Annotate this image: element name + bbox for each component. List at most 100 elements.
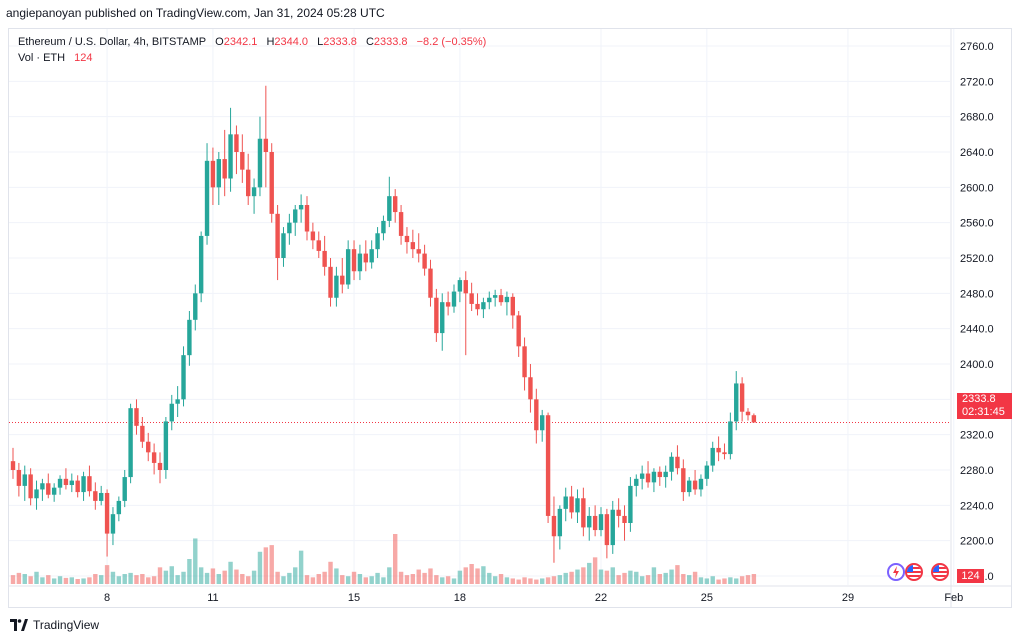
- legend-volume-label[interactable]: Vol · ETH: [18, 52, 66, 64]
- volume-bar: [75, 579, 80, 584]
- candle-body: [581, 498, 586, 528]
- volume-bar: [440, 577, 445, 584]
- volume-bar: [293, 567, 298, 584]
- y-tick-label: 2320.0: [960, 430, 994, 442]
- candle-body: [287, 222, 292, 234]
- volume-bar: [193, 538, 198, 584]
- volume-bar: [651, 567, 657, 584]
- candle-body: [610, 509, 615, 546]
- y-tick-label: 2200.0: [960, 536, 994, 548]
- legend-symbol[interactable]: Ethereum / U.S. Dollar, 4h, BITSTAMP: [18, 36, 207, 48]
- volume-bar: [657, 574, 662, 584]
- y-tick-label: 2280.0: [960, 465, 994, 477]
- candle-body: [657, 471, 662, 478]
- volume-bar: [146, 577, 151, 584]
- volume-bar: [357, 574, 363, 584]
- legend-low-label: L: [317, 36, 324, 48]
- candle-body: [151, 452, 157, 463]
- volume-bar: [16, 572, 22, 584]
- volume-bar: [751, 574, 757, 584]
- volume-bar: [22, 574, 27, 584]
- candle-body: [745, 411, 751, 416]
- candle-body: [281, 233, 286, 258]
- candle-body: [69, 480, 74, 486]
- volume-bar: [598, 569, 604, 584]
- candle-body: [222, 159, 227, 179]
- volume-bar: [310, 577, 316, 584]
- volume-bar: [204, 572, 210, 584]
- volume-bar: [116, 576, 122, 584]
- candle-body: [146, 441, 151, 453]
- candle-body: [322, 250, 327, 267]
- candle-body: [457, 280, 463, 292]
- candle-body: [551, 515, 557, 537]
- candle-body: [628, 485, 633, 523]
- candle-body: [122, 477, 127, 501]
- candle-body: [722, 452, 727, 455]
- candle-body: [616, 509, 621, 516]
- chart-legend: Ethereum / U.S. Dollar, 4h, BITSTAMP O 23…: [18, 34, 486, 66]
- candle-body: [692, 480, 698, 490]
- candle-body: [669, 456, 674, 472]
- candle-body: [298, 205, 304, 210]
- y-tick-label: 2760.0: [960, 41, 994, 53]
- y-tick-label: 2680.0: [960, 112, 994, 124]
- candle-body: [316, 240, 321, 251]
- volume-bar: [422, 572, 427, 584]
- candle-body: [246, 169, 251, 197]
- volume-bar: [134, 575, 139, 584]
- candle-body: [269, 152, 274, 214]
- volume-bar: [628, 570, 633, 584]
- legend-high-value: 2344.0: [274, 36, 309, 48]
- candle-body: [698, 478, 704, 490]
- candle-body: [187, 319, 192, 356]
- candle-body: [275, 213, 280, 258]
- us-flag-event-icon[interactable]: [931, 563, 949, 581]
- candle-body: [540, 415, 545, 431]
- volume-bar: [669, 569, 674, 584]
- volume-bar: [34, 571, 39, 584]
- candle-body: [639, 473, 645, 479]
- volume-bar: [81, 578, 86, 584]
- tradingview-brand[interactable]: TradingView: [10, 618, 99, 632]
- volume-bar: [545, 577, 551, 584]
- candle-body: [675, 456, 680, 469]
- us-flag-event-icon[interactable]: [905, 563, 923, 581]
- volume-bar: [698, 577, 704, 584]
- last-price-tag: 2333.8 02:31:45: [957, 393, 1012, 419]
- volume-bar: [592, 557, 598, 584]
- volume-bar: [210, 568, 216, 584]
- candle-body: [428, 268, 433, 298]
- volume-bar: [481, 566, 486, 584]
- volume-bar: [40, 577, 45, 584]
- volume-bar: [510, 578, 515, 584]
- volume-bar: [416, 569, 421, 584]
- volume-bar: [328, 561, 333, 584]
- legend-close-label: C: [365, 36, 374, 48]
- legend-open-label: O: [215, 36, 224, 48]
- volume-bar: [175, 575, 180, 584]
- volume-bar: [457, 570, 463, 584]
- candle-body: [210, 160, 216, 188]
- volume-bar: [681, 574, 686, 584]
- volume-bar: [316, 574, 321, 584]
- volume-bar: [410, 574, 416, 584]
- volume-bar: [140, 574, 145, 584]
- candle-body: [99, 492, 104, 501]
- volume-bar: [469, 564, 474, 584]
- bar-countdown: 02:31:45: [962, 406, 1005, 418]
- volume-bar: [63, 577, 69, 584]
- candle-body: [598, 514, 604, 531]
- x-tick-label: 15: [348, 592, 360, 604]
- volume-bar: [428, 568, 433, 584]
- candle-body: [463, 280, 468, 294]
- volume-bar: [557, 575, 563, 584]
- candle-body: [375, 233, 380, 250]
- volume-bar: [451, 578, 457, 584]
- candle-body: [475, 303, 480, 310]
- lightning-event-icon[interactable]: [887, 563, 905, 581]
- chart-frame[interactable]: [8, 28, 1012, 608]
- candle-body: [104, 492, 110, 534]
- candle-body: [634, 478, 639, 486]
